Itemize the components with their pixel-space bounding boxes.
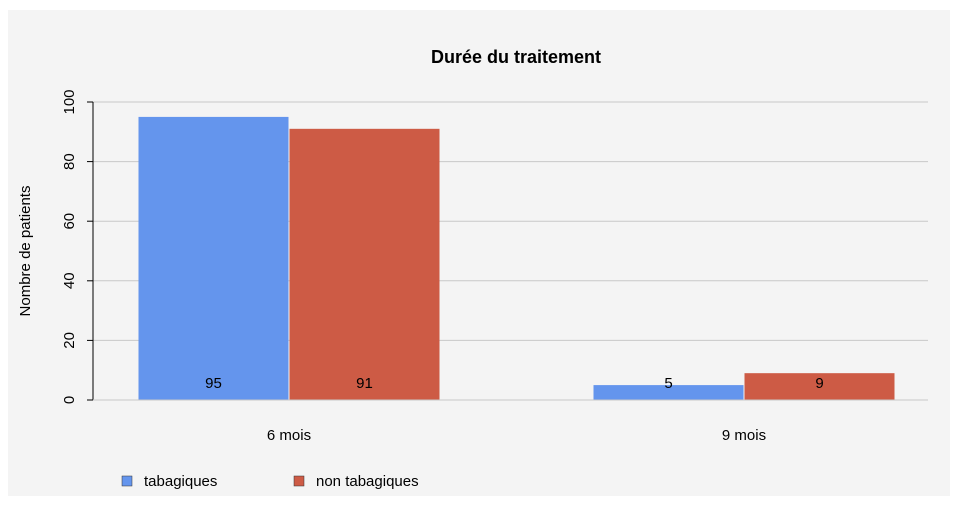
legend-swatch <box>293 475 305 487</box>
bar <box>593 385 744 400</box>
bar <box>138 116 289 401</box>
bar <box>289 128 440 400</box>
y-tick-label: 0 <box>61 396 78 404</box>
data-label: 5 <box>664 375 672 392</box>
y-tick-label: 20 <box>61 332 78 349</box>
legend-swatch <box>121 475 133 487</box>
y-tick-label: 40 <box>61 272 78 289</box>
data-label: 91 <box>356 375 373 392</box>
bar <box>744 373 895 400</box>
y-tick-label: 60 <box>61 213 78 230</box>
x-tick-label: 9 mois <box>722 427 766 444</box>
x-tick-label: 6 mois <box>267 427 311 444</box>
legend-label: tabagiques <box>144 473 217 490</box>
data-label: 9 <box>815 375 823 392</box>
legend-label: non tabagiques <box>316 473 419 490</box>
y-tick-label: 100 <box>61 89 78 114</box>
y-axis-title: Nombre de patients <box>17 186 34 317</box>
y-tick-label: 80 <box>61 153 78 170</box>
chart-title: Durée du traitement <box>431 47 601 67</box>
data-label: 95 <box>205 375 222 392</box>
